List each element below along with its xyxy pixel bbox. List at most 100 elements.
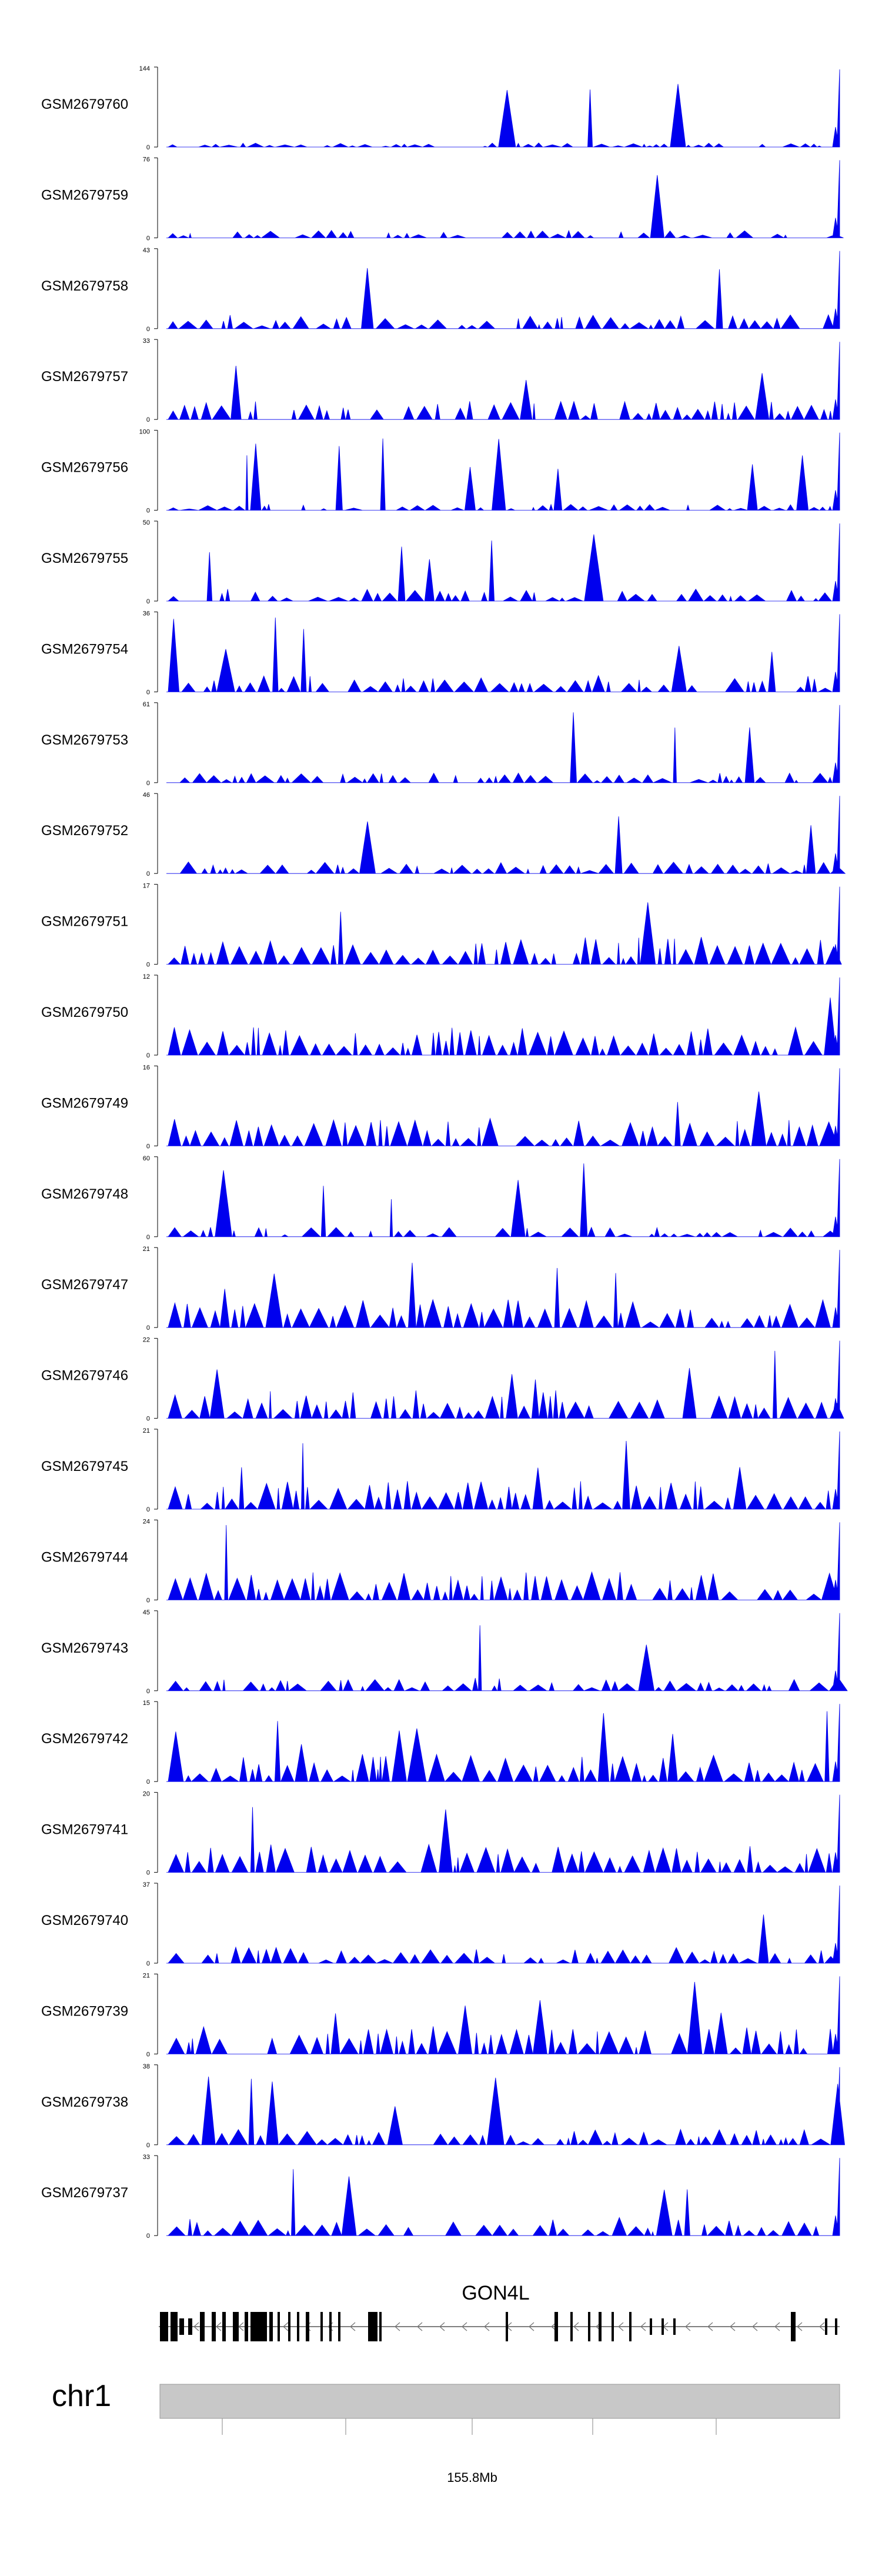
gene-exon	[179, 2318, 184, 2335]
gene-exon	[379, 2312, 382, 2341]
track-name: GSM2679759	[41, 187, 128, 203]
track-ymin-label: 0	[146, 1416, 150, 1423]
track-name: GSM2679748	[41, 1186, 128, 1202]
track: GSM2679756 100 0	[41, 429, 840, 515]
gene-strand-arrow	[484, 2322, 490, 2331]
track-ymax-label: 24	[143, 1518, 150, 1525]
gene-exon	[650, 2318, 652, 2335]
gene-exon	[570, 2312, 573, 2341]
gene-exon	[222, 2312, 226, 2341]
gene-exon	[612, 2312, 614, 2341]
track: GSM2679748 60 0	[41, 1155, 840, 1241]
track-name: GSM2679757	[41, 369, 128, 385]
track-coverage-area	[166, 160, 844, 238]
track-ymax-label: 17	[143, 883, 150, 890]
track-coverage-area	[166, 1159, 840, 1237]
track-ymax-label: 36	[143, 610, 150, 617]
track-ymin-label: 0	[146, 1960, 150, 1967]
track: GSM2679738 38 0	[41, 2063, 845, 2149]
track-ymin-label: 0	[146, 1778, 150, 1786]
track-ymin-label: 0	[146, 2051, 150, 2058]
track: GSM2679758 43 0	[41, 247, 840, 333]
gene-exon	[278, 2312, 280, 2341]
track: GSM2679751 17 0	[41, 883, 842, 969]
gene-exon	[233, 2312, 239, 2341]
gene-strand-arrow	[685, 2322, 691, 2331]
track-ymax-label: 21	[143, 1427, 150, 1434]
track-ymax-label: 37	[143, 1881, 150, 1888]
gene-exon	[200, 2312, 205, 2341]
track-name: GSM2679749	[41, 1095, 128, 1111]
track-ymin-label: 0	[146, 508, 150, 515]
gene-exon	[160, 2312, 168, 2341]
gene-strand-arrow	[797, 2322, 803, 2331]
track: GSM2679740 37 0	[41, 1881, 840, 1967]
track-ymax-label: 38	[143, 2063, 150, 2070]
track-coverage-area	[166, 1250, 840, 1329]
track: GSM2679739 21 0	[41, 1972, 840, 2058]
track-ymin-label: 0	[146, 144, 150, 151]
track: GSM2679752 46 0	[41, 792, 846, 877]
track: GSM2679741 20 0	[41, 1791, 840, 1877]
track-name: GSM2679760	[41, 96, 128, 112]
track-ymin-label: 0	[146, 1506, 150, 1513]
track-coverage-area	[166, 523, 840, 602]
gene-exon	[212, 2312, 216, 2341]
gene-strand-arrow	[618, 2322, 624, 2331]
track-name: GSM2679747	[41, 1277, 128, 1293]
track: GSM2679743 45 0	[41, 1609, 848, 1695]
track-name: GSM2679742	[41, 1731, 128, 1747]
track-ymax-label: 20	[143, 1791, 150, 1798]
track-ymax-label: 43	[143, 247, 150, 254]
track-name: GSM2679741	[41, 1822, 128, 1838]
track: GSM2679746 22 0	[41, 1337, 844, 1423]
gene-exon	[825, 2318, 827, 2335]
track-coverage-area	[166, 432, 840, 511]
track-ymin-label: 0	[146, 1688, 150, 1695]
gene-exon	[288, 2312, 290, 2341]
chromosome-ideogram: chr1	[52, 2379, 840, 2419]
gene-exon	[506, 2312, 508, 2341]
track: GSM2679757 33 0	[41, 338, 840, 423]
track-name: GSM2679758	[41, 278, 128, 294]
gene-strand-arrow	[730, 2322, 736, 2331]
track-name: GSM2679752	[41, 823, 128, 839]
track: GSM2679737 33 0	[41, 2154, 840, 2240]
gene-strand-arrow	[395, 2322, 400, 2331]
track-ymax-label: 15	[143, 1700, 150, 1707]
track: GSM2679747 21 0	[41, 1246, 840, 1332]
gene-exon	[338, 2312, 340, 2341]
gene-exons	[160, 2312, 837, 2341]
track-name: GSM2679743	[41, 1640, 128, 1656]
track-name: GSM2679754	[41, 641, 128, 657]
track-coverage-area	[166, 1431, 840, 1510]
gene-strand-arrow	[439, 2322, 445, 2331]
track-name: GSM2679753	[41, 732, 128, 748]
track: GSM2679749 16 0	[41, 1064, 840, 1150]
track-coverage-area	[166, 1794, 840, 1873]
track-ymax-label: 16	[143, 1064, 150, 1071]
track-coverage-area	[166, 705, 840, 783]
track-coverage-area	[166, 1613, 848, 1691]
track-coverage-area	[166, 1340, 844, 1419]
gene-exon	[554, 2312, 558, 2341]
track: GSM2679744 24 0	[41, 1518, 840, 1604]
track-name: GSM2679745	[41, 1459, 128, 1474]
track-coverage-area	[166, 251, 840, 329]
track-ymin-label: 0	[146, 870, 150, 877]
track-coverage-area	[166, 1976, 840, 2054]
gene-strand-arrow	[350, 2322, 356, 2331]
chromosome-band	[159, 2384, 840, 2419]
gene-strand-arrow	[707, 2322, 713, 2331]
genome-axis: 155.8Mb	[160, 2418, 840, 2485]
track-ymin-label: 0	[146, 2142, 150, 2149]
gene-strand-arrow	[529, 2322, 534, 2331]
track-ymin-label: 0	[146, 780, 150, 787]
gene-exon	[188, 2318, 192, 2335]
track-ymax-label: 33	[143, 2154, 150, 2161]
track-coverage-area	[166, 1522, 840, 1600]
track-ymax-label: 45	[143, 1609, 150, 1616]
track: GSM2679745 21 0	[41, 1427, 840, 1513]
track-name: GSM2679751	[41, 914, 128, 930]
